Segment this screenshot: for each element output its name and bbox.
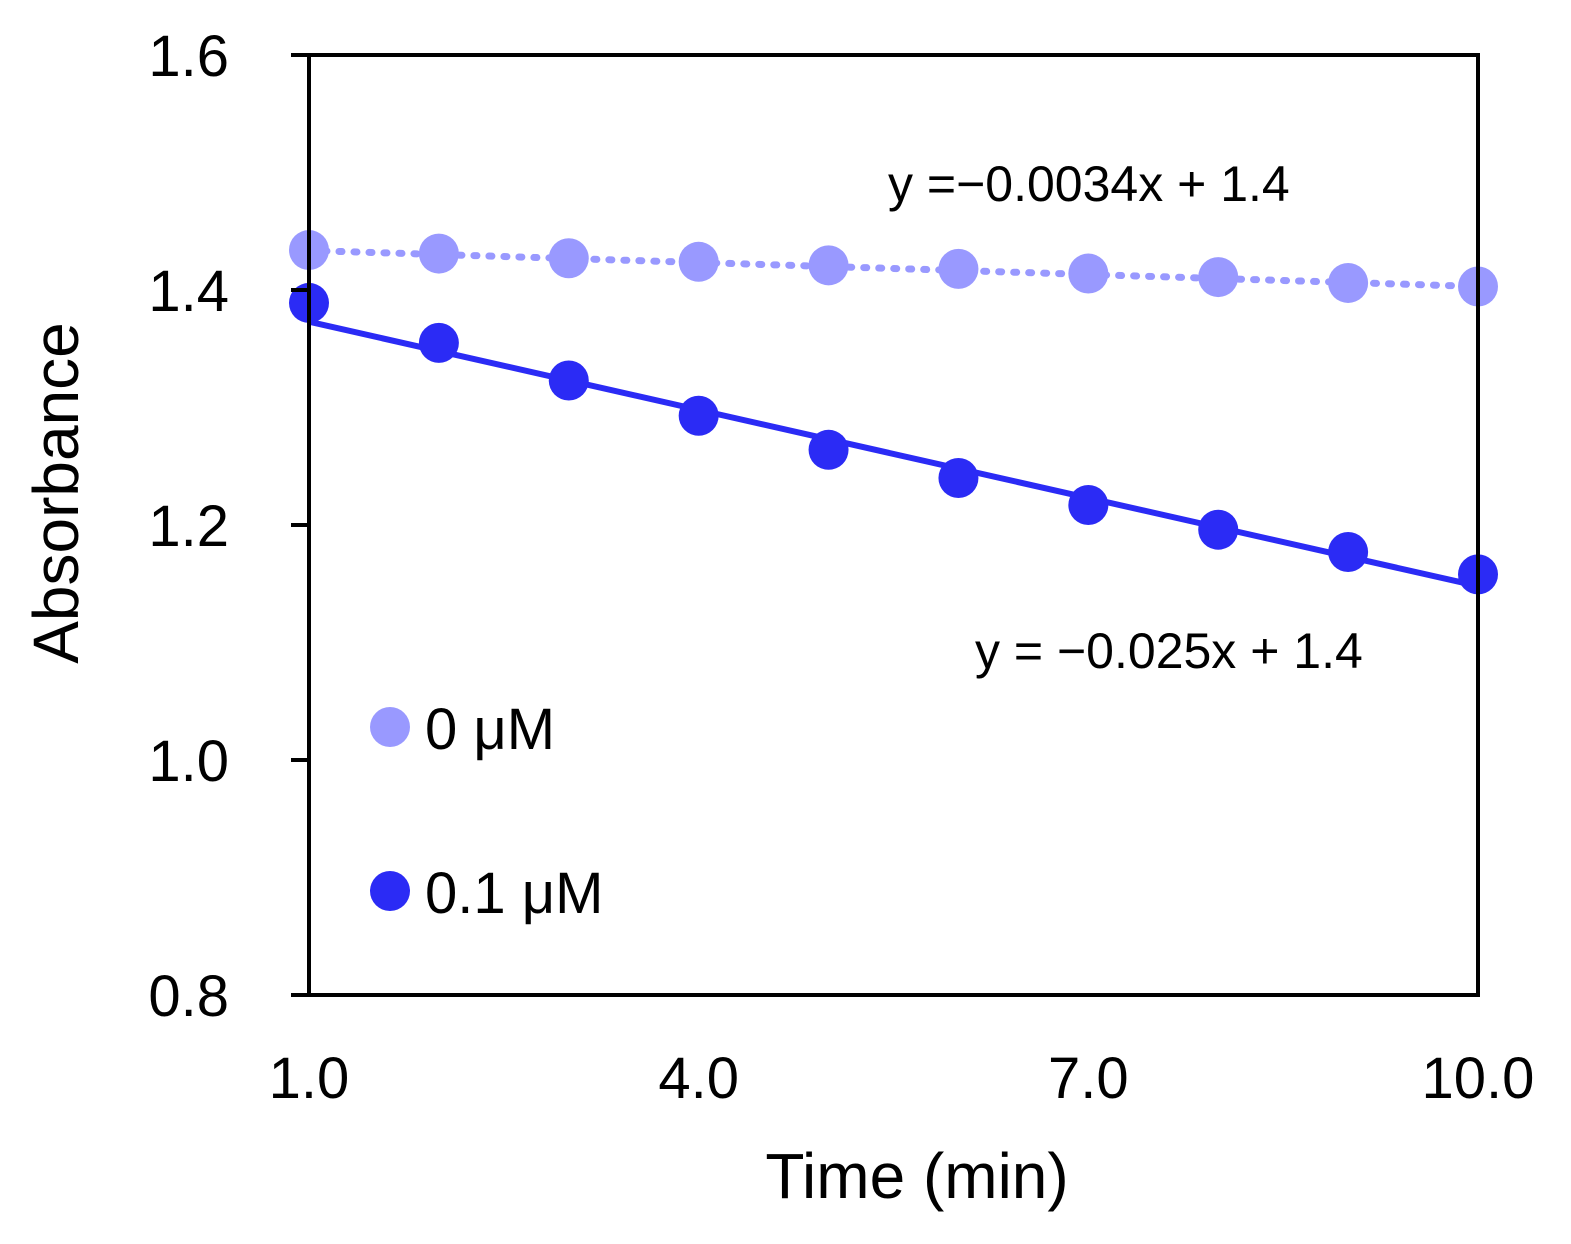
data-point-series-1	[548, 360, 589, 401]
x-tick-label: 1.0	[269, 1046, 350, 1111]
equation-label-0.1uM: y = −0.025x + 1.4	[975, 623, 1363, 679]
trendline-series-0	[305, 247, 1482, 290]
data-point-series-0	[1328, 262, 1369, 303]
data-point-series-0	[938, 248, 979, 289]
x-axis-title: Time (min)	[765, 1140, 1068, 1212]
data-point-series-0	[678, 241, 719, 282]
trendlines	[305, 247, 1482, 590]
data-point-series-1	[938, 458, 979, 498]
data-point-series-0	[1198, 257, 1239, 298]
data-point-series-1	[418, 322, 459, 363]
y-tick-label: 1.0	[148, 729, 229, 794]
data-point-series-0	[548, 238, 589, 279]
data-point-series-0	[808, 245, 849, 286]
x-tick-label: 4.0	[658, 1046, 739, 1111]
legend-label-0uM: 0 μM	[425, 697, 555, 762]
data-point-series-1	[1198, 509, 1239, 550]
data-points	[289, 230, 1498, 595]
axis-ticks: 0.8 1.0 1.2 1.4 1.6 1.0 4.0 7.0 10.0	[148, 24, 1534, 1111]
data-point-series-1	[1068, 485, 1109, 526]
y-axis-title: Absorbance	[20, 322, 92, 664]
y-tick-label: 1.4	[148, 259, 229, 324]
y-tick-label: 1.6	[148, 24, 229, 89]
data-point-series-1	[1328, 532, 1369, 573]
data-point-series-1	[808, 429, 849, 470]
legend-marker-0uM	[370, 707, 410, 747]
y-tick-label: 1.2	[148, 494, 229, 559]
data-point-series-0	[418, 233, 459, 274]
x-tick-label: 10.0	[1422, 1046, 1535, 1111]
equation-label-0uM: y =−0.0034x + 1.4	[888, 156, 1290, 212]
legend: 0 μM 0.1 μM	[370, 697, 603, 926]
legend-label-0.1uM: 0.1 μM	[425, 861, 603, 926]
legend-marker-0.1uM	[370, 871, 410, 911]
data-point-series-0	[1068, 253, 1109, 294]
y-tick-label: 0.8	[148, 964, 229, 1029]
data-point-series-1	[678, 395, 719, 436]
x-tick-label: 7.0	[1048, 1046, 1129, 1111]
trendline-series-1	[308, 318, 1479, 590]
